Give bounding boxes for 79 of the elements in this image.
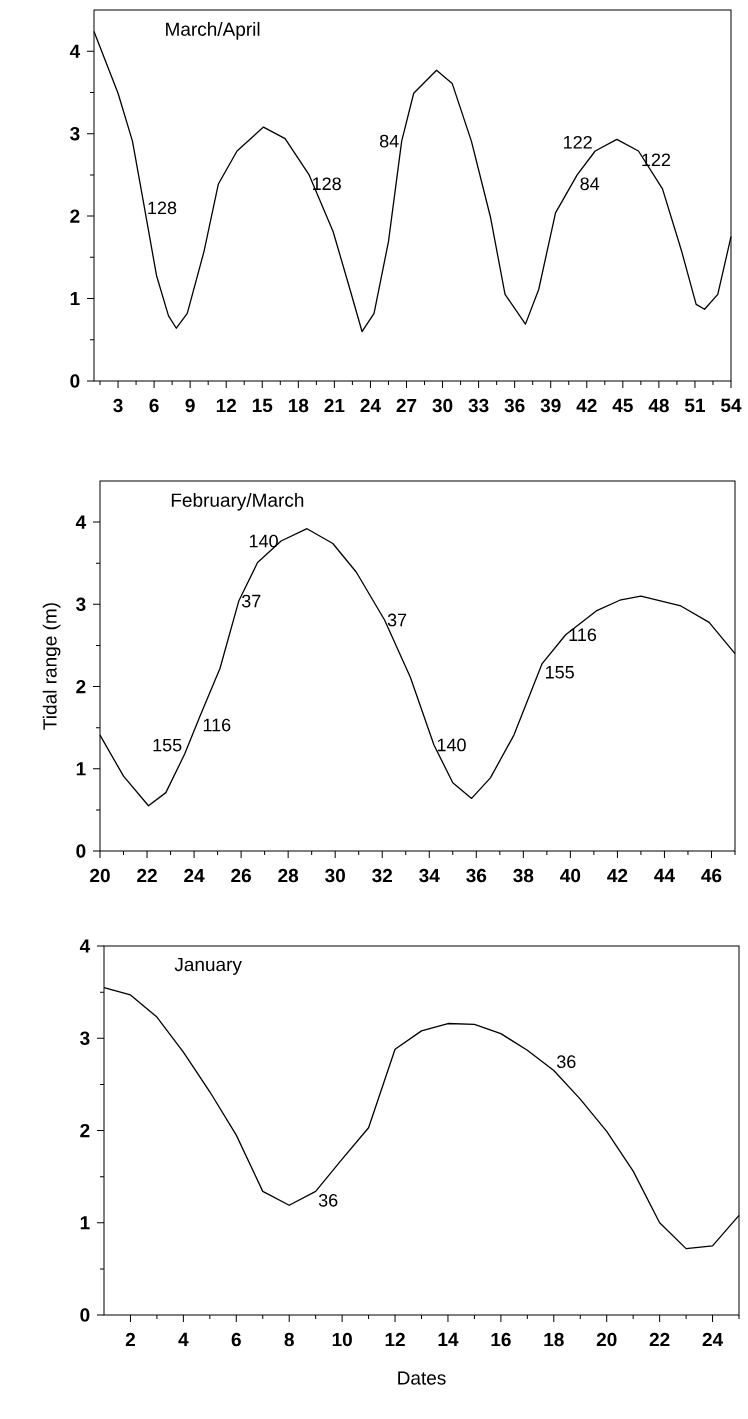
x-tick-label: 42 — [607, 868, 628, 883]
annotation: 122 — [564, 135, 592, 149]
y-tick-label: 3 — [76, 597, 86, 612]
x-tick-label: 21 — [324, 398, 345, 413]
y-tick-label: 4 — [69, 44, 81, 58]
x-tick-label: 12 — [216, 398, 237, 413]
x-tick-label: 38 — [513, 868, 534, 883]
x-tick-label: 45 — [612, 398, 633, 413]
y-tick-label: 0 — [80, 1308, 90, 1322]
annotation: 37 — [242, 594, 261, 608]
annotation: 155 — [546, 666, 574, 679]
x-tick-label: 6 — [231, 1332, 241, 1347]
x-tick-label: 2 — [125, 1332, 136, 1347]
y-tick-label: 0 — [76, 844, 86, 858]
x-tick-label: 54 — [721, 398, 742, 413]
y-tick-label: 1 — [76, 762, 86, 776]
text: February/March — [171, 492, 304, 511]
x-tick-label: 36 — [504, 398, 525, 413]
y-tick-label: 2 — [80, 1123, 90, 1138]
x-tick-label: 3 — [113, 398, 123, 413]
x-tick-label: 20 — [90, 868, 110, 883]
x-tick-label: 16 — [491, 1332, 511, 1347]
x-tick-label: 34 — [419, 868, 440, 883]
text: March/April — [166, 21, 260, 40]
annotation: 140 — [249, 534, 278, 548]
y-tick-label: 1 — [80, 1216, 90, 1230]
x-tick-label: 10 — [332, 1332, 352, 1347]
annotation: 36 — [557, 1055, 576, 1069]
y-tick-label: 4 — [75, 515, 87, 529]
x-tick-label: 27 — [396, 398, 417, 413]
x-tick-label: 26 — [231, 868, 252, 883]
y-tick-label: 2 — [70, 209, 80, 223]
x-tick-label: 24 — [360, 398, 381, 413]
x-tick-label: 20 — [596, 1332, 617, 1347]
y-tick-label: 4 — [79, 939, 91, 953]
x-tick-label: 30 — [325, 868, 346, 883]
x-tick-label: 42 — [576, 398, 597, 413]
y-axis-title: Tidal range (m) — [42, 603, 61, 730]
x-tick-label: 30 — [432, 398, 453, 413]
x-tick-label: 48 — [648, 398, 669, 413]
x-tick-label: 44 — [654, 868, 675, 882]
text: January — [174, 957, 242, 975]
y-tick-label: 0 — [70, 374, 80, 388]
x-tick-label: 9 — [185, 398, 195, 413]
x-tick-label: 46 — [701, 868, 722, 883]
y-tick-label: 2 — [76, 679, 86, 694]
y-tick-label: 1 — [70, 292, 80, 306]
annotation: 84 — [379, 134, 399, 148]
x-tick-label: 15 — [252, 398, 273, 413]
x-tick-label: 39 — [540, 398, 561, 413]
annotation: 128 — [148, 201, 177, 215]
annotation: 37 — [387, 613, 407, 627]
x-tick-label: 22 — [137, 868, 157, 883]
x-axis-title: Dates — [398, 1371, 446, 1385]
annotation: 116 — [203, 718, 231, 732]
x-tick-label: 33 — [468, 398, 489, 413]
x-tick-label: 6 — [149, 398, 159, 413]
x-tick-label: 32 — [372, 868, 393, 883]
annotation: 36 — [318, 1193, 338, 1207]
x-tick-label: 12 — [385, 1332, 405, 1347]
annotation: 116 — [569, 628, 597, 642]
x-tick-label: 40 — [560, 868, 581, 883]
x-tick-label: 22 — [649, 1332, 670, 1347]
x-tick-label: 24 — [702, 1332, 724, 1347]
x-tick-label: 4 — [178, 1332, 189, 1346]
x-tick-label: 8 — [284, 1332, 294, 1347]
x-tick-label: 14 — [438, 1332, 459, 1346]
y-tick-label: 3 — [80, 1031, 90, 1046]
x-tick-label: 36 — [466, 868, 487, 883]
annotation: 128 — [313, 177, 341, 191]
annotation: 140 — [437, 738, 466, 752]
x-tick-label: 28 — [278, 868, 299, 883]
annotation: 84 — [580, 177, 600, 191]
x-tick-label: 18 — [544, 1332, 564, 1347]
x-tick-label: 51 — [685, 398, 706, 413]
x-tick-label: 18 — [288, 398, 309, 413]
x-tick-label: 24 — [184, 868, 205, 883]
annotation: 155 — [153, 738, 182, 752]
y-tick-label: 3 — [70, 126, 80, 141]
